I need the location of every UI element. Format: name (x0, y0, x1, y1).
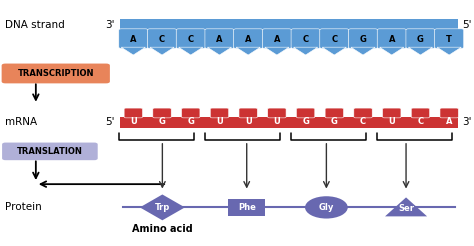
FancyBboxPatch shape (182, 108, 200, 118)
Text: 5': 5' (462, 19, 472, 30)
Text: C: C (331, 35, 337, 44)
Text: Gly: Gly (319, 203, 334, 212)
Text: U: U (245, 117, 252, 126)
Polygon shape (207, 47, 232, 55)
Polygon shape (140, 195, 185, 220)
Text: G: G (360, 35, 366, 44)
FancyBboxPatch shape (435, 29, 464, 48)
FancyBboxPatch shape (325, 108, 344, 118)
Text: U: U (216, 117, 223, 126)
Text: 3': 3' (105, 19, 115, 30)
Text: A: A (273, 35, 280, 44)
Text: U: U (388, 117, 395, 126)
Polygon shape (380, 47, 404, 55)
Text: G: G (417, 35, 424, 44)
FancyBboxPatch shape (262, 29, 292, 48)
Polygon shape (236, 47, 260, 55)
Polygon shape (322, 47, 346, 55)
Text: A: A (389, 35, 395, 44)
Text: C: C (418, 117, 423, 126)
FancyBboxPatch shape (1, 63, 110, 83)
Text: G: G (187, 117, 194, 126)
Text: Phe: Phe (238, 203, 255, 212)
FancyBboxPatch shape (296, 108, 315, 118)
FancyBboxPatch shape (406, 29, 435, 48)
Text: U: U (130, 117, 137, 126)
Text: U: U (273, 117, 280, 126)
Text: G: G (331, 117, 338, 126)
Text: A: A (216, 35, 223, 44)
FancyBboxPatch shape (120, 19, 457, 30)
FancyBboxPatch shape (205, 29, 234, 48)
Polygon shape (408, 47, 433, 55)
Polygon shape (293, 47, 318, 55)
Text: A: A (446, 117, 452, 126)
FancyBboxPatch shape (153, 108, 171, 118)
FancyBboxPatch shape (383, 108, 401, 118)
FancyBboxPatch shape (147, 29, 176, 48)
Polygon shape (179, 47, 203, 55)
FancyBboxPatch shape (234, 29, 263, 48)
Text: G: G (159, 117, 165, 126)
Polygon shape (437, 47, 461, 55)
FancyBboxPatch shape (268, 108, 286, 118)
Text: Protein: Protein (5, 202, 42, 212)
Text: TRANSCRIPTION: TRANSCRIPTION (18, 69, 94, 78)
FancyBboxPatch shape (176, 29, 205, 48)
Text: 5': 5' (105, 117, 115, 127)
FancyBboxPatch shape (377, 29, 406, 48)
Text: C: C (159, 35, 165, 44)
Text: C: C (360, 117, 366, 126)
FancyBboxPatch shape (239, 108, 257, 118)
FancyBboxPatch shape (210, 108, 228, 118)
Polygon shape (385, 197, 427, 216)
Text: T: T (446, 35, 452, 44)
FancyBboxPatch shape (2, 143, 98, 160)
FancyBboxPatch shape (124, 108, 143, 118)
Polygon shape (264, 47, 289, 55)
Text: DNA strand: DNA strand (5, 19, 65, 30)
Text: Trp: Trp (155, 203, 170, 212)
FancyBboxPatch shape (320, 29, 349, 48)
Polygon shape (351, 47, 375, 55)
Text: mRNA: mRNA (5, 117, 37, 127)
FancyBboxPatch shape (291, 29, 320, 48)
Text: 3': 3' (462, 117, 472, 127)
Text: Amino acid: Amino acid (132, 224, 193, 234)
Polygon shape (150, 47, 174, 55)
Text: TRANSLATION: TRANSLATION (17, 147, 83, 156)
Text: G: G (302, 117, 309, 126)
FancyBboxPatch shape (348, 29, 378, 48)
FancyBboxPatch shape (411, 108, 429, 118)
FancyBboxPatch shape (120, 117, 457, 128)
Text: C: C (302, 35, 309, 44)
Text: A: A (245, 35, 251, 44)
FancyBboxPatch shape (354, 108, 372, 118)
Text: Ser: Ser (398, 204, 414, 213)
Circle shape (305, 196, 348, 218)
FancyBboxPatch shape (228, 199, 265, 216)
Polygon shape (121, 47, 146, 55)
Text: A: A (130, 35, 137, 44)
FancyBboxPatch shape (119, 29, 148, 48)
FancyBboxPatch shape (440, 108, 458, 118)
Text: C: C (188, 35, 194, 44)
